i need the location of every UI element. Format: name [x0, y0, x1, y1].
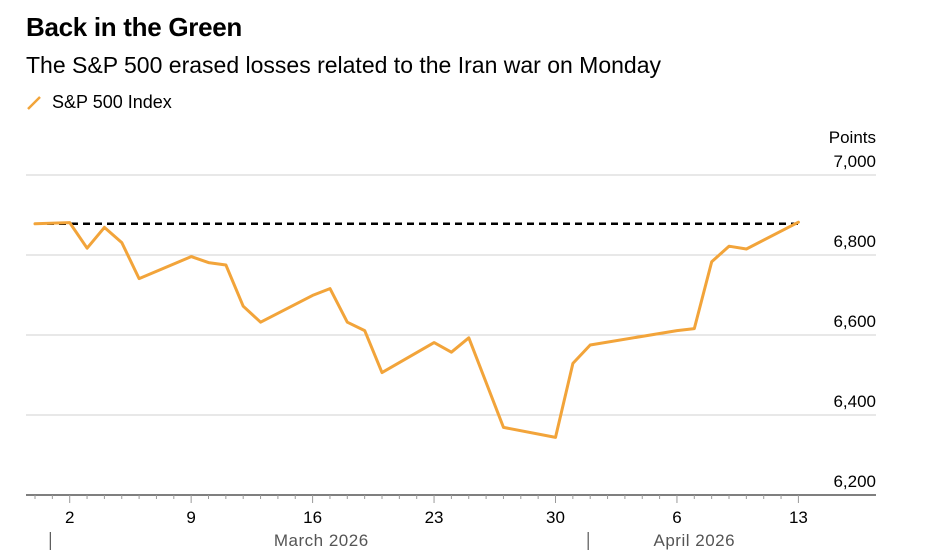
y-axis-label: Points: [829, 128, 876, 147]
series-line-sp500: [33, 220, 800, 439]
y-tick-label: 6,800: [833, 232, 876, 251]
x-tick-label: 13: [789, 508, 808, 527]
y-tick-label: 7,000: [833, 152, 876, 171]
legend-line-icon: [27, 95, 41, 110]
month-label: March 2026: [274, 531, 369, 550]
x-tick-label: 23: [425, 508, 444, 527]
x-tick-label: 6: [672, 508, 681, 527]
y-tick-label: 6,200: [833, 472, 876, 491]
month-label: April 2026: [654, 531, 736, 550]
legend-label: S&P 500 Index: [52, 92, 172, 112]
chart-title: Back in the Green: [26, 12, 242, 42]
x-tick-label: 30: [546, 508, 565, 527]
y-tick-label: 6,400: [833, 392, 876, 411]
x-tick-label: 2: [65, 508, 74, 527]
chart-subtitle: The S&P 500 erased losses related to the…: [26, 52, 662, 78]
legend: S&P 500 Index: [26, 92, 172, 113]
y-tick-label: 6,600: [833, 312, 876, 331]
x-tick-label: 16: [303, 508, 322, 527]
x-tick-label: 9: [186, 508, 195, 527]
